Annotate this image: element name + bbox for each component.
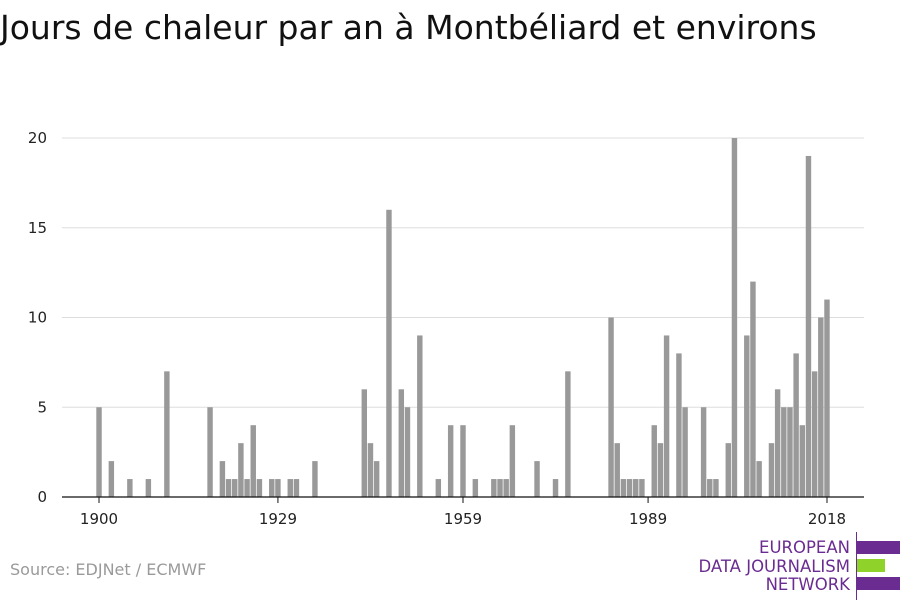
bar-1924	[244, 479, 250, 497]
bar-2005	[744, 335, 750, 497]
y-tick-label: 10	[28, 309, 47, 327]
bar-1932	[293, 479, 300, 497]
bar-1991	[657, 443, 664, 497]
bar-2018	[824, 299, 830, 497]
gridlines	[62, 137, 864, 408]
bar-1931	[287, 479, 293, 497]
y-tick-label: 15	[28, 219, 47, 237]
bar-2010	[774, 389, 781, 497]
bar-1905	[127, 479, 133, 497]
bar-2007	[756, 461, 762, 497]
bar-1921	[225, 479, 232, 497]
bar-1959	[460, 425, 466, 497]
x-tick-label: 1959	[444, 510, 482, 528]
bar-1967	[509, 425, 516, 497]
bar-1994	[676, 353, 682, 497]
logo-bar-bottom	[857, 577, 900, 590]
bar-1902	[108, 461, 115, 497]
logo-divider	[856, 532, 857, 600]
bar-2016	[811, 371, 818, 497]
bar-1965	[497, 479, 503, 497]
bar-1950	[404, 407, 411, 497]
bar-2011	[781, 407, 787, 497]
x-tick-label: 1989	[629, 510, 667, 528]
bar-1923	[238, 443, 244, 497]
bar-1925	[250, 425, 256, 497]
bar-1955	[435, 479, 442, 497]
bar-2015	[805, 155, 812, 497]
bar-2012	[787, 407, 793, 497]
edjnet-logo: EUROPEAN DATA JOURNALISM NETWORK	[698, 532, 900, 600]
logo-bar-top	[857, 541, 900, 554]
bar-2000	[713, 479, 719, 497]
bar-2003	[731, 138, 738, 497]
bar-1986	[626, 479, 633, 497]
bar-1966	[503, 479, 509, 497]
bar-1922	[232, 479, 238, 497]
bar-1999	[707, 479, 713, 497]
bar-1971	[534, 461, 540, 497]
bar-1945	[373, 461, 380, 497]
bar-1928	[269, 479, 275, 497]
bar-1944	[367, 443, 374, 497]
logo-line-2: DATA JOURNALISM	[698, 557, 850, 576]
bar-2009	[768, 443, 775, 497]
bar-2017	[818, 317, 824, 497]
y-axis: 0 5 10 15 20	[28, 129, 47, 506]
bar-1987	[633, 479, 639, 497]
logo-line-3: NETWORK	[765, 575, 850, 594]
bar-1998	[700, 407, 707, 497]
bar-1926	[256, 479, 263, 497]
bar-1983	[608, 317, 614, 497]
bar-1974	[552, 479, 559, 497]
logo-line-1: EUROPEAN	[759, 538, 850, 557]
bar-1949	[398, 389, 405, 497]
bar-1984	[614, 443, 620, 497]
x-tick-label: 1900	[80, 510, 118, 528]
source-note: Source: EDJNet / ECMWF	[10, 560, 207, 579]
bar-1964	[491, 479, 497, 497]
bar-1908	[145, 479, 152, 497]
bar-1992	[663, 335, 670, 497]
x-tick-label: 1929	[259, 510, 297, 528]
bar-1920	[219, 461, 226, 497]
y-tick-label: 20	[28, 129, 47, 147]
x-tick-label: 2018	[808, 510, 846, 528]
bar-1961	[472, 479, 479, 497]
bar-2006	[750, 281, 756, 497]
bar-1900	[96, 407, 102, 497]
bar-1943	[361, 389, 368, 497]
bar-2014	[799, 425, 806, 497]
y-tick-label: 0	[37, 488, 47, 506]
chart-title: Jours de chaleur par an à Montbéliard et…	[0, 8, 817, 47]
bar-1988	[639, 479, 645, 497]
bar-1947	[386, 209, 392, 498]
bar-1918	[207, 407, 213, 497]
bar-1976	[565, 371, 571, 497]
x-axis: 1900 1929 1959 1989 2018	[62, 496, 864, 528]
bar-1985	[620, 479, 627, 497]
bar-1957	[447, 425, 454, 497]
bar-2002	[725, 443, 731, 497]
y-tick-label: 5	[37, 398, 47, 416]
bars	[96, 138, 830, 498]
bar-1911	[164, 371, 170, 497]
bar-1935	[312, 461, 318, 497]
bar-1929	[275, 479, 281, 497]
bar-1990	[651, 425, 657, 497]
logo-bar-middle	[857, 559, 885, 572]
bar-1995	[682, 407, 688, 497]
bar-2013	[793, 353, 799, 497]
bar-1952	[417, 335, 423, 497]
